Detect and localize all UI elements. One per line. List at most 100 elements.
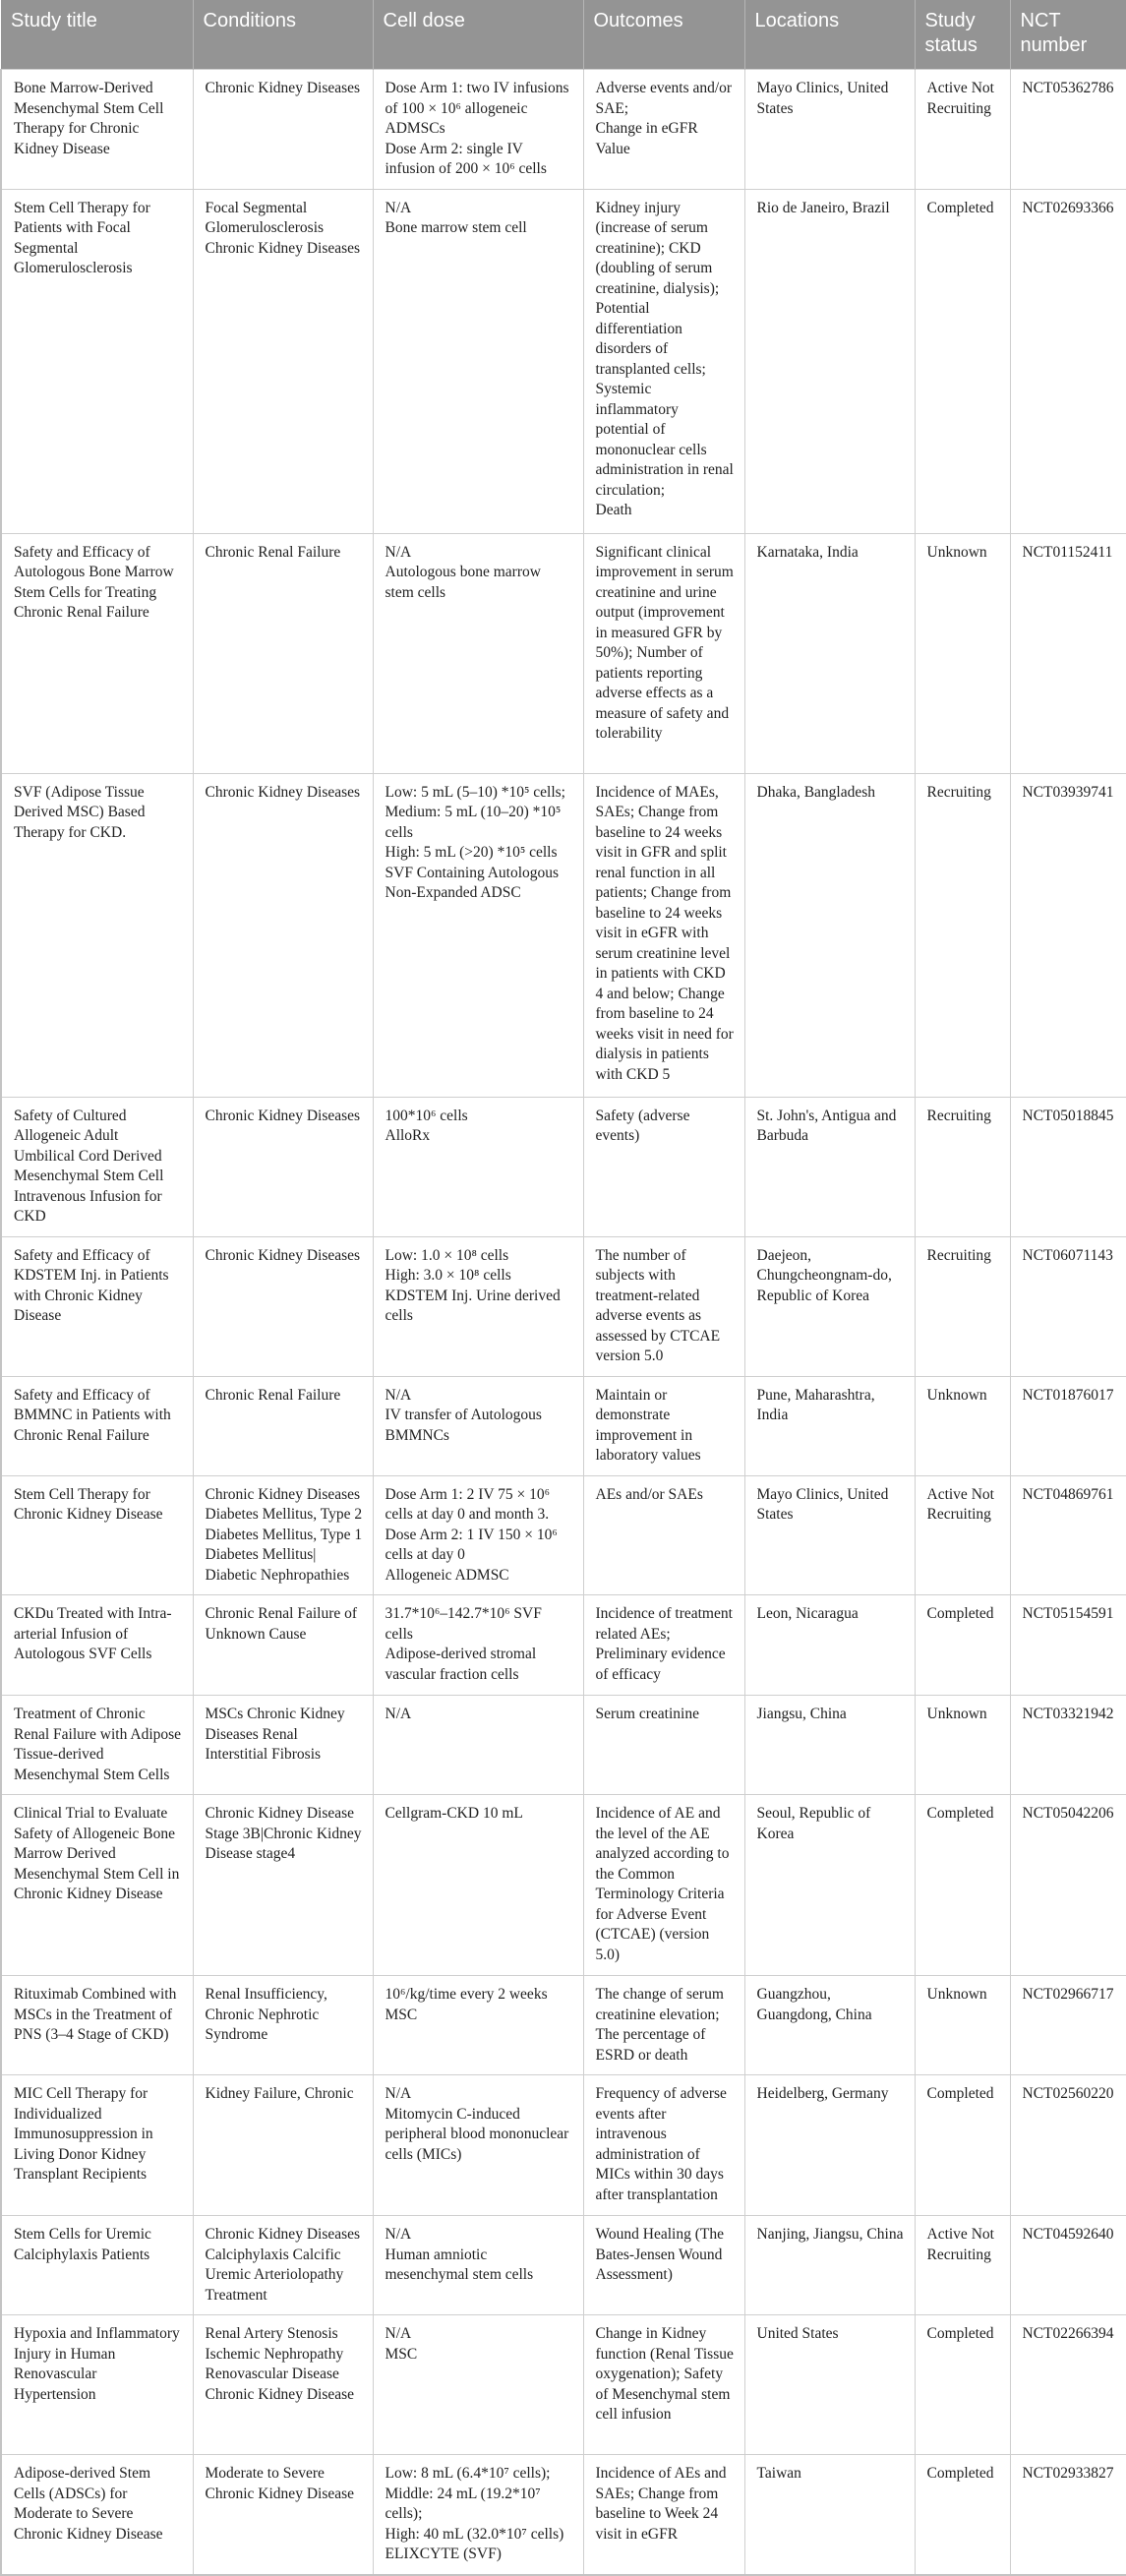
cell-dose-cell: N/A IV transfer of Autologous BMMNCs: [372, 1375, 584, 1476]
outcomes-cell: Frequency of adverse events after intrav…: [582, 2074, 745, 2216]
study-status-cell: Completed: [914, 1794, 1011, 1976]
locations-cell: Leon, Nicaragua: [743, 1594, 916, 1696]
study-status-cell: Recruiting: [914, 1096, 1011, 1237]
locations-cell: Taiwan: [743, 2454, 916, 2576]
nct-number-cell: NCT06071143: [1009, 1235, 1126, 1377]
header-cell-dose: Cell dose: [373, 0, 584, 70]
cell-dose-cell: 100*10⁶ cells AlloRx: [372, 1096, 584, 1237]
nct-number-cell: NCT02966717: [1009, 1975, 1126, 2075]
nct-number-cell: NCT01876017: [1009, 1375, 1126, 1476]
outcomes-cell: Incidence of AE and the level of the AE …: [582, 1794, 745, 1976]
nct-number-cell: NCT04869761: [1009, 1474, 1126, 1595]
table-row: Safety and Efficacy of Autologous Bone M…: [0, 532, 1126, 774]
table-row: SVF (Adipose Tissue Derived MSC) Based T…: [0, 772, 1126, 1098]
conditions-cell: Renal Insufficiency, Chronic Nephrotic S…: [192, 1975, 374, 2075]
table-row: Stem Cell Therapy for Chronic Kidney Dis…: [0, 1474, 1126, 1595]
table-row: Adipose-derived Stem Cells (ADSCs) for M…: [0, 2454, 1126, 2576]
locations-cell: Daejeon, Chungcheongnam-do, Republic of …: [743, 1235, 916, 1377]
study-status-cell: Recruiting: [914, 772, 1011, 1098]
study-title-cell: Safety and Efficacy of KDSTEM Inj. in Pa…: [0, 1235, 194, 1377]
locations-cell: Mayo Clinics, United States: [743, 69, 916, 190]
nct-number-cell: NCT05042206: [1009, 1794, 1126, 1976]
table-row: Safety of Cultured Allogeneic Adult Umbi…: [0, 1096, 1126, 1237]
study-title-cell: CKDu Treated with Intra-arterial Infusio…: [0, 1594, 194, 1696]
nct-number-cell: NCT02933827: [1009, 2454, 1126, 2576]
study-title-cell: Safety and Efficacy of Autologous Bone M…: [0, 532, 194, 774]
header-study-status: Study status: [915, 0, 1011, 70]
study-status-cell: Completed: [914, 2314, 1011, 2455]
locations-cell: Guangzhou, Guangdong, China: [743, 1975, 916, 2075]
study-title-cell: Rituximab Combined with MSCs in the Trea…: [0, 1975, 194, 2075]
conditions-cell: Chronic Kidney Diseases: [192, 1235, 374, 1377]
outcomes-cell: The change of serum creatinine elevation…: [582, 1975, 745, 2075]
study-title-cell: MIC Cell Therapy for Individualized Immu…: [0, 2074, 194, 2216]
outcomes-cell: The number of subjects with treatment-re…: [582, 1235, 745, 1377]
table-row: Bone Marrow-Derived Mesenchymal Stem Cel…: [0, 69, 1126, 190]
locations-cell: Heidelberg, Germany: [743, 2074, 916, 2216]
outcomes-cell: Adverse events and/or SAE; Change in eGF…: [582, 69, 745, 190]
nct-number-cell: NCT05362786: [1009, 69, 1126, 190]
outcomes-cell: Significant clinical improvement in seru…: [582, 532, 745, 774]
study-title-cell: Clinical Trial to Evaluate Safety of All…: [0, 1794, 194, 1976]
cell-dose-cell: Dose Arm 1: two IV infusions of 100 × 10…: [372, 69, 584, 190]
locations-cell: Dhaka, Bangladesh: [743, 772, 916, 1098]
locations-cell: Jiangsu, China: [743, 1695, 916, 1795]
conditions-cell: Chronic Kidney Disease Stage 3B|Chronic …: [192, 1794, 374, 1976]
table-row: Hypoxia and Inflammatory Injury in Human…: [0, 2314, 1126, 2455]
conditions-cell: Chronic Kidney Diseases: [192, 1096, 374, 1237]
table-header-row: Study title Conditions Cell dose Outcome…: [1, 0, 1126, 70]
nct-number-cell: NCT04592640: [1009, 2215, 1126, 2315]
outcomes-cell: Incidence of AEs and SAEs; Change from b…: [582, 2454, 745, 2576]
nct-number-cell: NCT02266394: [1009, 2314, 1126, 2455]
conditions-cell: Kidney Failure, Chronic: [192, 2074, 374, 2216]
table-body: Bone Marrow-Derived Mesenchymal Stem Cel…: [0, 69, 1126, 2576]
conditions-cell: MSCs Chronic Kidney Diseases Renal Inter…: [192, 1695, 374, 1795]
cell-dose-cell: Cellgram-CKD 10 mL: [372, 1794, 584, 1976]
study-title-cell: Treatment of Chronic Renal Failure with …: [0, 1695, 194, 1795]
cell-dose-cell: 10⁶/kg/time every 2 weeks MSC: [372, 1975, 584, 2075]
study-status-cell: Completed: [914, 1594, 1011, 1696]
study-title-cell: Stem Cell Therapy for Patients with Foca…: [0, 188, 194, 534]
table-row: Stem Cells for Uremic Calciphylaxis Pati…: [0, 2215, 1126, 2315]
conditions-cell: Chronic Renal Failure of Unknown Cause: [192, 1594, 374, 1696]
table-row: Safety and Efficacy of KDSTEM Inj. in Pa…: [0, 1235, 1126, 1377]
conditions-cell: Focal Segmental Glomerulosclerosis Chron…: [192, 188, 374, 534]
cell-dose-cell: N/A MSC: [372, 2314, 584, 2455]
header-conditions: Conditions: [193, 0, 374, 70]
study-status-cell: Completed: [914, 2454, 1011, 2576]
outcomes-cell: Incidence of treatment related AEs; Prel…: [582, 1594, 745, 1696]
locations-cell: Nanjing, Jiangsu, China: [743, 2215, 916, 2315]
outcomes-cell: Serum creatinine: [582, 1695, 745, 1795]
table-row: Clinical Trial to Evaluate Safety of All…: [0, 1794, 1126, 1976]
outcomes-cell: Change in Kidney function (Renal Tissue …: [582, 2314, 745, 2455]
study-title-cell: Bone Marrow-Derived Mesenchymal Stem Cel…: [0, 69, 194, 190]
nct-number-cell: NCT03939741: [1009, 772, 1126, 1098]
cell-dose-cell: N/A Autologous bone marrow stem cells: [372, 532, 584, 774]
study-status-cell: Unknown: [914, 532, 1011, 774]
study-status-cell: Active Not Recruiting: [914, 69, 1011, 190]
outcomes-cell: Maintain or demonstrate improvement in l…: [582, 1375, 745, 1476]
conditions-cell: Renal Artery Stenosis Ischemic Nephropat…: [192, 2314, 374, 2455]
study-title-cell: Adipose-derived Stem Cells (ADSCs) for M…: [0, 2454, 194, 2576]
nct-number-cell: NCT01152411: [1009, 532, 1126, 774]
study-status-cell: Unknown: [914, 1695, 1011, 1795]
table-row: Safety and Efficacy of BMMNC in Patients…: [0, 1375, 1126, 1476]
header-locations: Locations: [744, 0, 916, 70]
cell-dose-cell: N/A: [372, 1695, 584, 1795]
cell-dose-cell: Low: 5 mL (5–10) *10⁵ cells; Medium: 5 m…: [372, 772, 584, 1098]
header-outcomes: Outcomes: [583, 0, 745, 70]
study-title-cell: Safety and Efficacy of BMMNC in Patients…: [0, 1375, 194, 1476]
cell-dose-cell: N/A Human amniotic mesenchymal stem cell…: [372, 2215, 584, 2315]
study-status-cell: Recruiting: [914, 1235, 1011, 1377]
study-status-cell: Unknown: [914, 1975, 1011, 2075]
study-status-cell: Active Not Recruiting: [914, 1474, 1011, 1595]
conditions-cell: Chronic Renal Failure: [192, 532, 374, 774]
locations-cell: United States: [743, 2314, 916, 2455]
locations-cell: Pune, Maharashtra, India: [743, 1375, 916, 1476]
study-status-cell: Completed: [914, 188, 1011, 534]
outcomes-cell: Kidney injury (increase of serum creatin…: [582, 188, 745, 534]
cell-dose-cell: N/A Bone marrow stem cell: [372, 188, 584, 534]
study-status-cell: Unknown: [914, 1375, 1011, 1476]
cell-dose-cell: Dose Arm 1: 2 IV 75 × 10⁶ cells at day 0…: [372, 1474, 584, 1595]
